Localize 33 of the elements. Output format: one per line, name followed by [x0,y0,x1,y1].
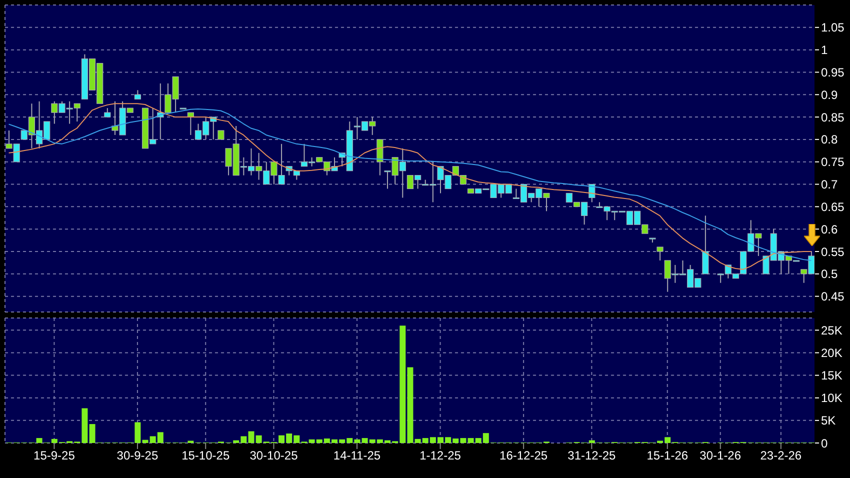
x-tick-label: 14-11-25 [333,448,381,463]
x-tick-label: 31-12-25 [568,448,616,463]
y-tick-label: 0.95 [821,65,845,80]
y-tick-label: 10K [821,391,842,406]
y-tick-label: 1.05 [821,20,845,35]
x-tick-label: 1-12-25 [420,448,462,463]
y-tick-label: 0.55 [821,244,845,259]
y-tick-label: 15K [821,368,842,383]
y-tick-label: 0.65 [821,200,845,214]
candlestick [702,215,709,274]
y-tick-label: 25K [821,323,842,338]
x-tick-label: 15-9-25 [34,448,76,463]
y-tick-label: 5K [821,414,836,428]
candlestick [376,138,384,176]
y-tick-label: 0.75 [821,155,845,170]
y-tick-label: 0.5 [821,267,838,282]
y-tick-label: 1 [821,43,828,58]
y-tick-label: 0.9 [821,88,838,102]
y-tick-label: 0 [821,436,828,450]
x-tick-label: 30-1-26 [700,448,742,463]
y-tick-label: 0.45 [821,290,845,304]
y-tick-label: 0.7 [821,178,838,192]
y-tick-label: 0.8 [821,132,838,147]
x-tick-label: 16-12-25 [500,448,548,463]
y-tick-label: 0.85 [821,110,845,124]
x-tick-label: 15-1-26 [646,448,688,463]
x-tick-label: 30-9-25 [116,448,158,463]
y-tick-label: 0.6 [821,222,838,236]
y-tick-label: 20K [821,346,842,360]
x-tick-label: 30-10-25 [250,448,298,463]
x-tick-label: 15-10-25 [182,448,230,463]
x-tick-label: 23-2-26 [760,448,802,463]
candlestick [656,246,664,261]
